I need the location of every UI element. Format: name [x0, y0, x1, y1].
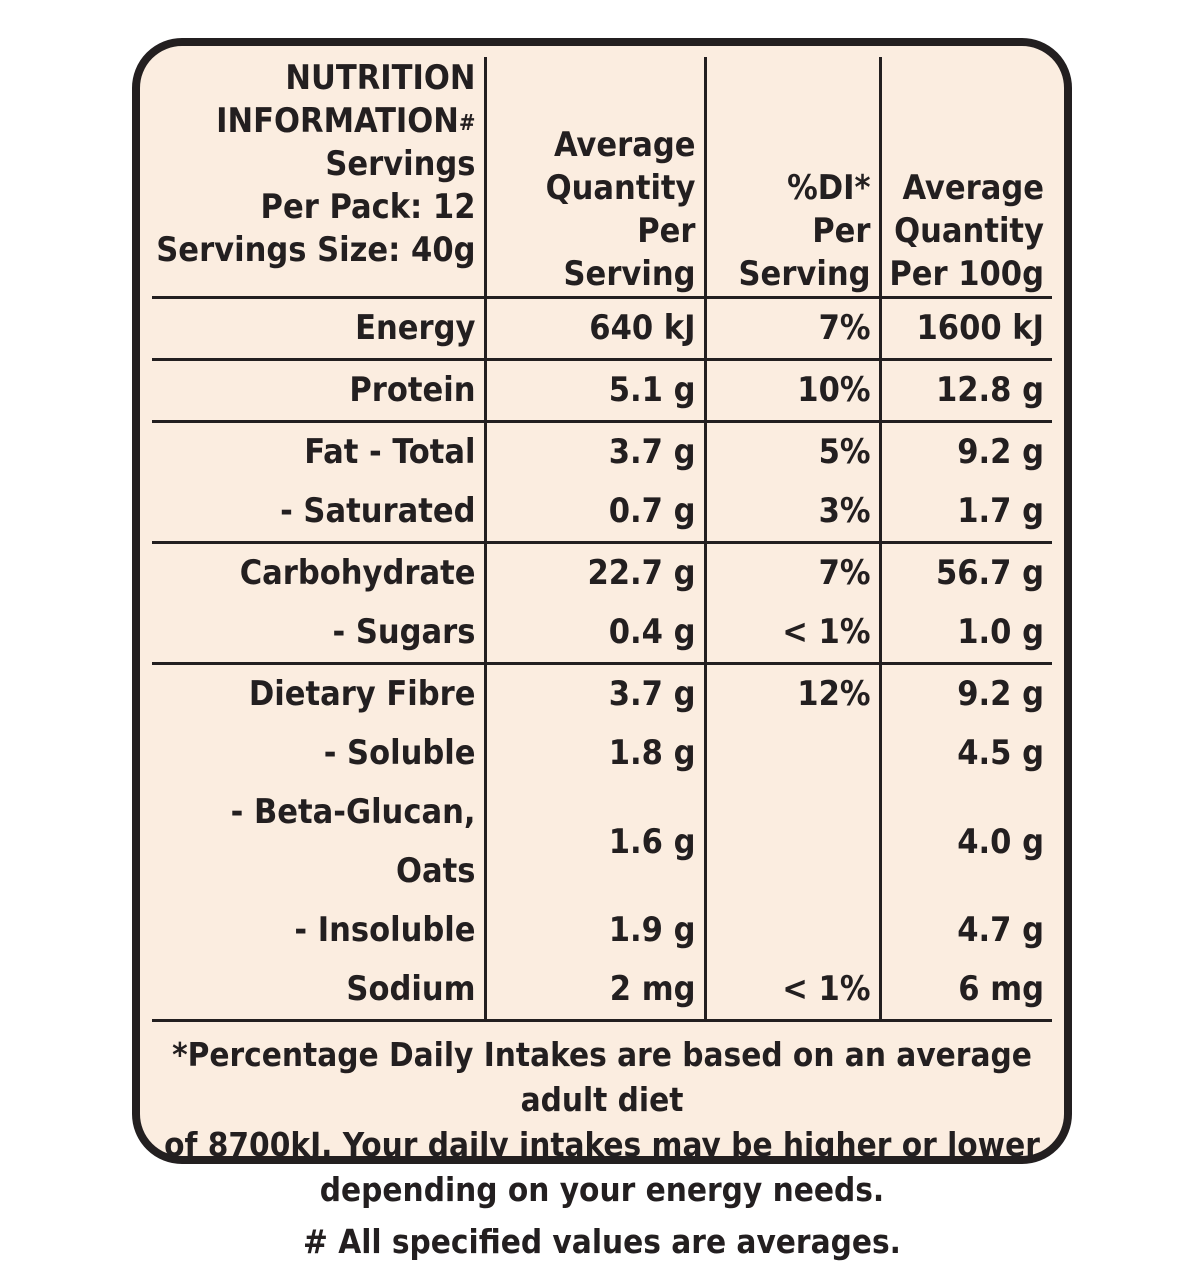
per-100g-value: 9.2 g — [880, 664, 1052, 725]
per-serving-value: 640 kJ — [485, 298, 705, 360]
per-serving-value: 5.1 g — [485, 360, 705, 422]
per-serving-value: 22.7 g — [485, 543, 705, 604]
di-value: 7% — [705, 298, 880, 360]
nutrient-name: - Soluble — [152, 724, 485, 783]
footnote: *Percentage Daily Intakes are based on a… — [152, 1021, 1052, 1268]
nutrient-name: - Beta-Glucan, Oats — [152, 783, 485, 901]
nutrient-name: Protein — [152, 360, 485, 422]
per-100g-value: 1600 kJ — [880, 298, 1052, 360]
per-100g-value: 1.7 g — [880, 482, 1052, 543]
header-col4-line: Average — [882, 167, 1045, 210]
footnote-line: depending on your energy needs. — [152, 1167, 1052, 1212]
di-value — [705, 783, 880, 901]
di-value: 7% — [705, 543, 880, 604]
di-value: 3% — [705, 482, 880, 543]
di-value — [705, 901, 880, 960]
nutrient-name: Energy — [152, 298, 485, 360]
header-col2-line: Per — [487, 210, 696, 253]
di-value: 10% — [705, 360, 880, 422]
per-100g-value: 9.2 g — [880, 422, 1052, 483]
per-100g-value: 4.7 g — [880, 901, 1052, 960]
header-nutrition-information: NUTRITION INFORMATION# Servings Per Pack… — [152, 57, 485, 298]
per-100g-value: 12.8 g — [880, 360, 1052, 422]
header-row: NUTRITION INFORMATION# Servings Per Pack… — [152, 57, 1052, 298]
per-serving-value: 0.4 g — [485, 603, 705, 664]
di-value: < 1% — [705, 960, 880, 1021]
header-title-mark: # — [459, 111, 476, 136]
header-avg-per-serving: Average Quantity Per Serving — [485, 57, 705, 298]
nutrient-name: - Saturated — [152, 482, 485, 543]
footnote-averages: # All specified values are averages. — [152, 1216, 1052, 1268]
di-value — [705, 724, 880, 783]
nutrient-name: Dietary Fibre — [152, 664, 485, 725]
header-title-line2-text: INFORMATION — [216, 101, 459, 141]
per-100g-value: 6 mg — [880, 960, 1052, 1021]
nutrient-name: Fat - Total — [152, 422, 485, 483]
per-100g-value: 4.5 g — [880, 724, 1052, 783]
per-100g-value: 56.7 g — [880, 543, 1052, 604]
header-col3-line: Serving — [707, 253, 871, 296]
per-100g-value: 4.0 g — [880, 783, 1052, 901]
per-serving-value: 3.7 g — [485, 422, 705, 483]
header-col4-line: Quantity — [882, 210, 1045, 253]
header-avg-per-100g: Average Quantity Per 100g — [880, 57, 1052, 298]
header-col2-line: Average — [487, 124, 696, 167]
header-col2-line: Serving — [487, 253, 696, 296]
per-100g-value: 1.0 g — [880, 603, 1052, 664]
footnote-line: *Percentage Daily Intakes are based on a… — [152, 1032, 1052, 1122]
nutrient-name: - Sugars — [152, 603, 485, 664]
nutrition-table: NUTRITION INFORMATION# Servings Per Pack… — [152, 57, 1052, 1268]
header-per-pack: Per Pack: 12 — [152, 186, 476, 229]
per-serving-value: 1.6 g — [485, 783, 705, 901]
header-col2-line: Quantity — [487, 167, 696, 210]
per-serving-value: 0.7 g — [485, 482, 705, 543]
header-di-per-serving: %DI* Per Serving — [705, 57, 880, 298]
per-serving-value: 1.9 g — [485, 901, 705, 960]
footnote-line: of 8700kJ. Your daily intakes may be hig… — [152, 1122, 1052, 1167]
header-col3-line: %DI* — [707, 167, 871, 210]
per-serving-value: 2 mg — [485, 960, 705, 1021]
per-serving-value: 3.7 g — [485, 664, 705, 725]
di-value: < 1% — [705, 603, 880, 664]
nutrient-name: Sodium — [152, 960, 485, 1021]
header-title-line2: INFORMATION# — [152, 100, 476, 143]
header-col3-line: Per — [707, 210, 871, 253]
nutrient-name: - Insoluble — [152, 901, 485, 960]
di-value: 12% — [705, 664, 880, 725]
header-col4-line: Per 100g — [882, 253, 1045, 296]
header-serving-size: Servings Size: 40g — [152, 229, 476, 272]
footer-row: *Percentage Daily Intakes are based on a… — [152, 1021, 1052, 1268]
per-serving-value: 1.8 g — [485, 724, 705, 783]
header-title-line1: NUTRITION — [152, 57, 476, 100]
header-servings: Servings — [152, 143, 476, 186]
nutrient-name: Carbohydrate — [152, 543, 485, 604]
di-value: 5% — [705, 422, 880, 483]
